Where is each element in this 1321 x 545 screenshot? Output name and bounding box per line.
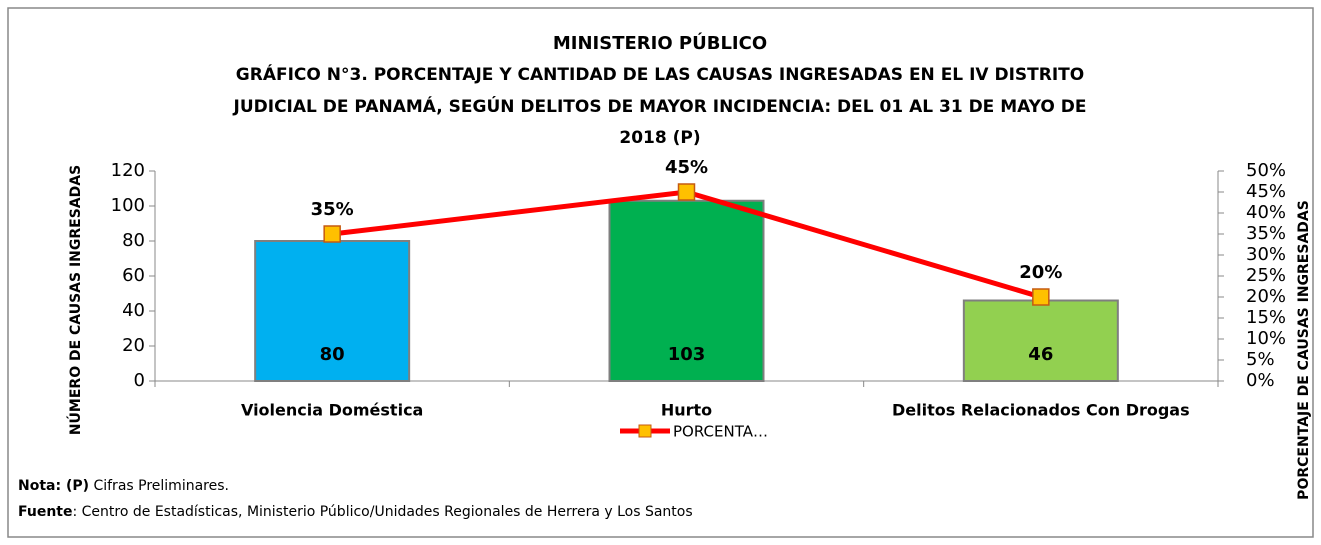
y2-tick-label: 10%	[1246, 328, 1286, 349]
bar	[254, 240, 411, 382]
y-tick-label: 100	[111, 195, 145, 216]
y-axis-title: NÚMERO DE CAUSAS INGRESADAS	[66, 165, 84, 435]
bar-label: 46	[1028, 344, 1053, 365]
y2-tick-label: 45%	[1246, 181, 1286, 202]
bar-label: 103	[668, 344, 706, 365]
line-marker	[323, 225, 341, 243]
chart-subtitle: GRÁFICO N°3. PORCENTAJE Y CANTIDAD DE LA…	[236, 63, 1084, 85]
note: Nota: (P) Cifras Preliminares.	[18, 478, 229, 494]
bar	[608, 199, 765, 382]
point-label: 20%	[1019, 262, 1062, 283]
y-tick-label: 40	[122, 300, 145, 321]
source: Fuente: Centro de Estadísticas, Minister…	[18, 504, 693, 520]
point-label: 45%	[665, 157, 708, 178]
y-tick-label: 60	[122, 265, 145, 286]
source-label: Fuente	[18, 504, 72, 520]
line-marker	[677, 183, 696, 201]
y2-tick-label: 5%	[1246, 349, 1275, 370]
note-text: Cifras Preliminares.	[89, 478, 229, 494]
y-tick-label: 0	[134, 370, 145, 391]
legend-marker	[638, 424, 652, 438]
x-tick-label: Violencia Doméstica	[241, 401, 423, 420]
y2-tick-label: 30%	[1246, 244, 1286, 265]
chart-title: MINISTERIO PÚBLICO	[553, 32, 767, 54]
y2-tick-label: 25%	[1246, 265, 1286, 286]
chart-subtitle: 2018 (P)	[619, 128, 700, 148]
y2-tick-label: 15%	[1246, 307, 1286, 328]
y2-axis-title: PORCENTAJE DE CAUSAS INGRESADAS	[1296, 200, 1312, 500]
note-label: Nota: (P)	[18, 478, 89, 494]
y-tick-label: 20	[122, 335, 145, 356]
source-text: : Centro de Estadísticas, Ministerio Púb…	[72, 504, 692, 520]
legend-label: PORCENTA…	[673, 423, 768, 441]
y2-tick-label: 40%	[1246, 202, 1286, 223]
chart-subtitle: JUDICIAL DE PANAMÁ, SEGÚN DELITOS DE MAY…	[233, 95, 1087, 117]
bar	[962, 299, 1119, 382]
y2-tick-label: 0%	[1246, 370, 1275, 391]
bar-label: 80	[320, 344, 345, 365]
point-label: 35%	[311, 199, 354, 220]
y2-tick-label: 35%	[1246, 223, 1286, 244]
x-tick-label: Delitos Relacionados Con Drogas	[892, 401, 1190, 420]
y-tick-label: 80	[122, 230, 145, 251]
line-marker	[1032, 288, 1050, 306]
y2-tick-label: 20%	[1246, 286, 1286, 307]
y2-tick-label: 50%	[1246, 160, 1286, 181]
y-tick-label: 120	[111, 160, 145, 181]
x-tick-label: Hurto	[661, 401, 712, 420]
